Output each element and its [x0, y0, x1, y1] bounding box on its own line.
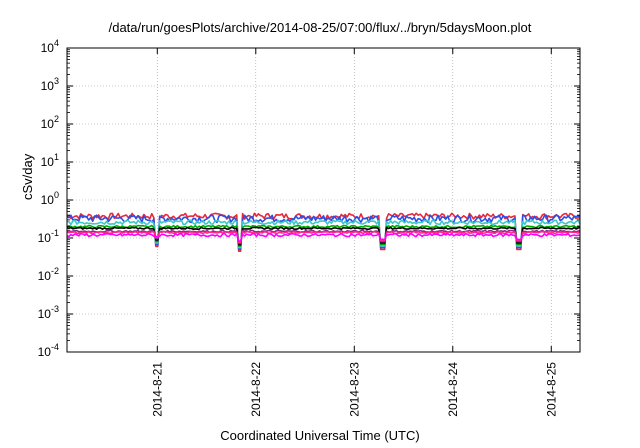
- series-line: [66, 214, 581, 251]
- y-tick-label: 100: [41, 190, 59, 207]
- y-ticks: 104 103 102 101 100 10-1 10-2 10-3 10-4: [38, 38, 580, 359]
- x-tick-label: 2014-8-23: [347, 362, 361, 417]
- y-tick-label: 104: [41, 38, 59, 55]
- grid: [67, 48, 580, 352]
- y-tick-label: 101: [41, 152, 59, 169]
- chart-title: /data/run/goesPlots/archive/2014-08-25/0…: [108, 20, 532, 35]
- x-tick-label: 2014-8-25: [544, 362, 558, 417]
- series-line: [66, 232, 581, 242]
- series-line: [66, 230, 581, 243]
- y-tick-label: 10-1: [38, 228, 59, 245]
- y-tick-label: 103: [41, 76, 59, 93]
- series-line: [66, 224, 581, 247]
- series-line: [66, 219, 581, 249]
- x-tick-label: 2014-8-24: [446, 362, 460, 417]
- y-tick-label: 102: [41, 114, 59, 131]
- x-axis-label: Coordinated Universal Time (UTC): [220, 428, 420, 443]
- x-tick-label: 2014-8-22: [249, 362, 263, 417]
- x-ticks: 2014-8-21 2014-8-22 2014-8-23 2014-8-24 2014…: [150, 48, 558, 417]
- y-tick-label: 10-3: [38, 304, 59, 321]
- y-tick-label: 10-4: [38, 342, 59, 359]
- series-group: [66, 212, 581, 252]
- plot-frame: [66, 47, 581, 353]
- series-line: [66, 226, 581, 246]
- x-tick-label: 2014-8-21: [150, 362, 164, 417]
- y-tick-label: 10-2: [38, 266, 59, 283]
